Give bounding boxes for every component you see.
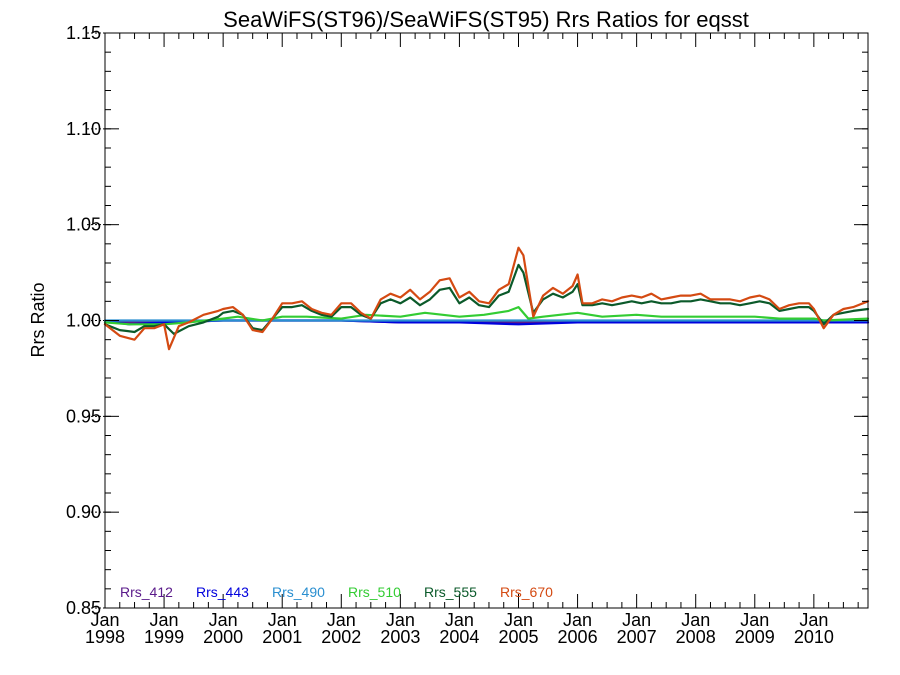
- x-tick-month-label: Jan: [740, 610, 769, 630]
- chart-title: SeaWiFS(ST96)/SeaWiFS(ST95) Rrs Ratios f…: [223, 7, 749, 32]
- x-tick-year-label: 2008: [676, 627, 716, 647]
- x-tick-month-label: Jan: [90, 610, 119, 630]
- x-tick-labels: Jan1998Jan1999Jan2000Jan2001Jan2002Jan20…: [85, 610, 834, 647]
- axis-ticks: [104, 32, 868, 609]
- legend-entry-rrs-490: Rrs_490: [272, 584, 325, 600]
- y-tick-label: 1.15: [66, 23, 101, 43]
- legend-entry-rrs-555: Rrs_555: [424, 584, 477, 600]
- x-tick-year-label: 2005: [498, 627, 538, 647]
- x-tick-month-label: Jan: [327, 610, 356, 630]
- y-gridlines: [87, 32, 105, 609]
- series-line-rrs-670: [103, 246, 870, 351]
- x-tick-year-label: 2010: [794, 627, 834, 647]
- series-lines: [103, 246, 870, 351]
- y-tick-labels: 0.85 0.90 0.95 1.00 1.05 1.10 1.15: [66, 23, 101, 618]
- legend: Rrs_412 Rrs_443 Rrs_490 Rrs_510 Rrs_555 Rrs_6…: [120, 584, 553, 600]
- y-tick-label: 1.00: [66, 311, 101, 331]
- y-axis-label: Rrs Ratio: [28, 282, 48, 357]
- x-tick-month-label: Jan: [386, 610, 415, 630]
- x-tick-year-label: 2003: [380, 627, 420, 647]
- x-tick-year-label: 2009: [735, 627, 775, 647]
- x-tick-month-label: Jan: [209, 610, 238, 630]
- x-tick-year-label: 2007: [617, 627, 657, 647]
- x-tick-year-label: 2004: [439, 627, 479, 647]
- y-tick-label: 0.95: [66, 406, 101, 426]
- x-tick-month-label: Jan: [445, 610, 474, 630]
- x-tick-year-label: 2002: [321, 627, 361, 647]
- x-tick-month-label: Jan: [622, 610, 651, 630]
- x-tick-year-label: 2006: [558, 627, 598, 647]
- x-tick-month-label: Jan: [563, 610, 592, 630]
- series-line-rrs-510: [103, 306, 870, 326]
- x-tick-month-label: Jan: [504, 610, 533, 630]
- legend-entry-rrs-443: Rrs_443: [196, 584, 249, 600]
- x-tick-year-label: 1999: [144, 627, 184, 647]
- x-tick-month-label: Jan: [268, 610, 297, 630]
- x-tick-year-label: 2000: [203, 627, 243, 647]
- x-tick-month-label: Jan: [681, 610, 710, 630]
- x-tick-year-label: 1998: [85, 627, 125, 647]
- y-tick-label: 1.05: [66, 215, 101, 235]
- legend-entry-rrs-670: Rrs_670: [500, 584, 553, 600]
- legend-entry-rrs-412: Rrs_412: [120, 584, 173, 600]
- y-tick-label: 0.90: [66, 502, 101, 522]
- y-tick-label: 0.85: [66, 598, 101, 618]
- y-tick-label: 1.10: [66, 119, 101, 139]
- legend-entry-rrs-510: Rrs_510: [348, 584, 401, 600]
- x-tick-month-label: Jan: [799, 610, 828, 630]
- x-tick-year-label: 2001: [262, 627, 302, 647]
- x-tick-month-label: Jan: [150, 610, 179, 630]
